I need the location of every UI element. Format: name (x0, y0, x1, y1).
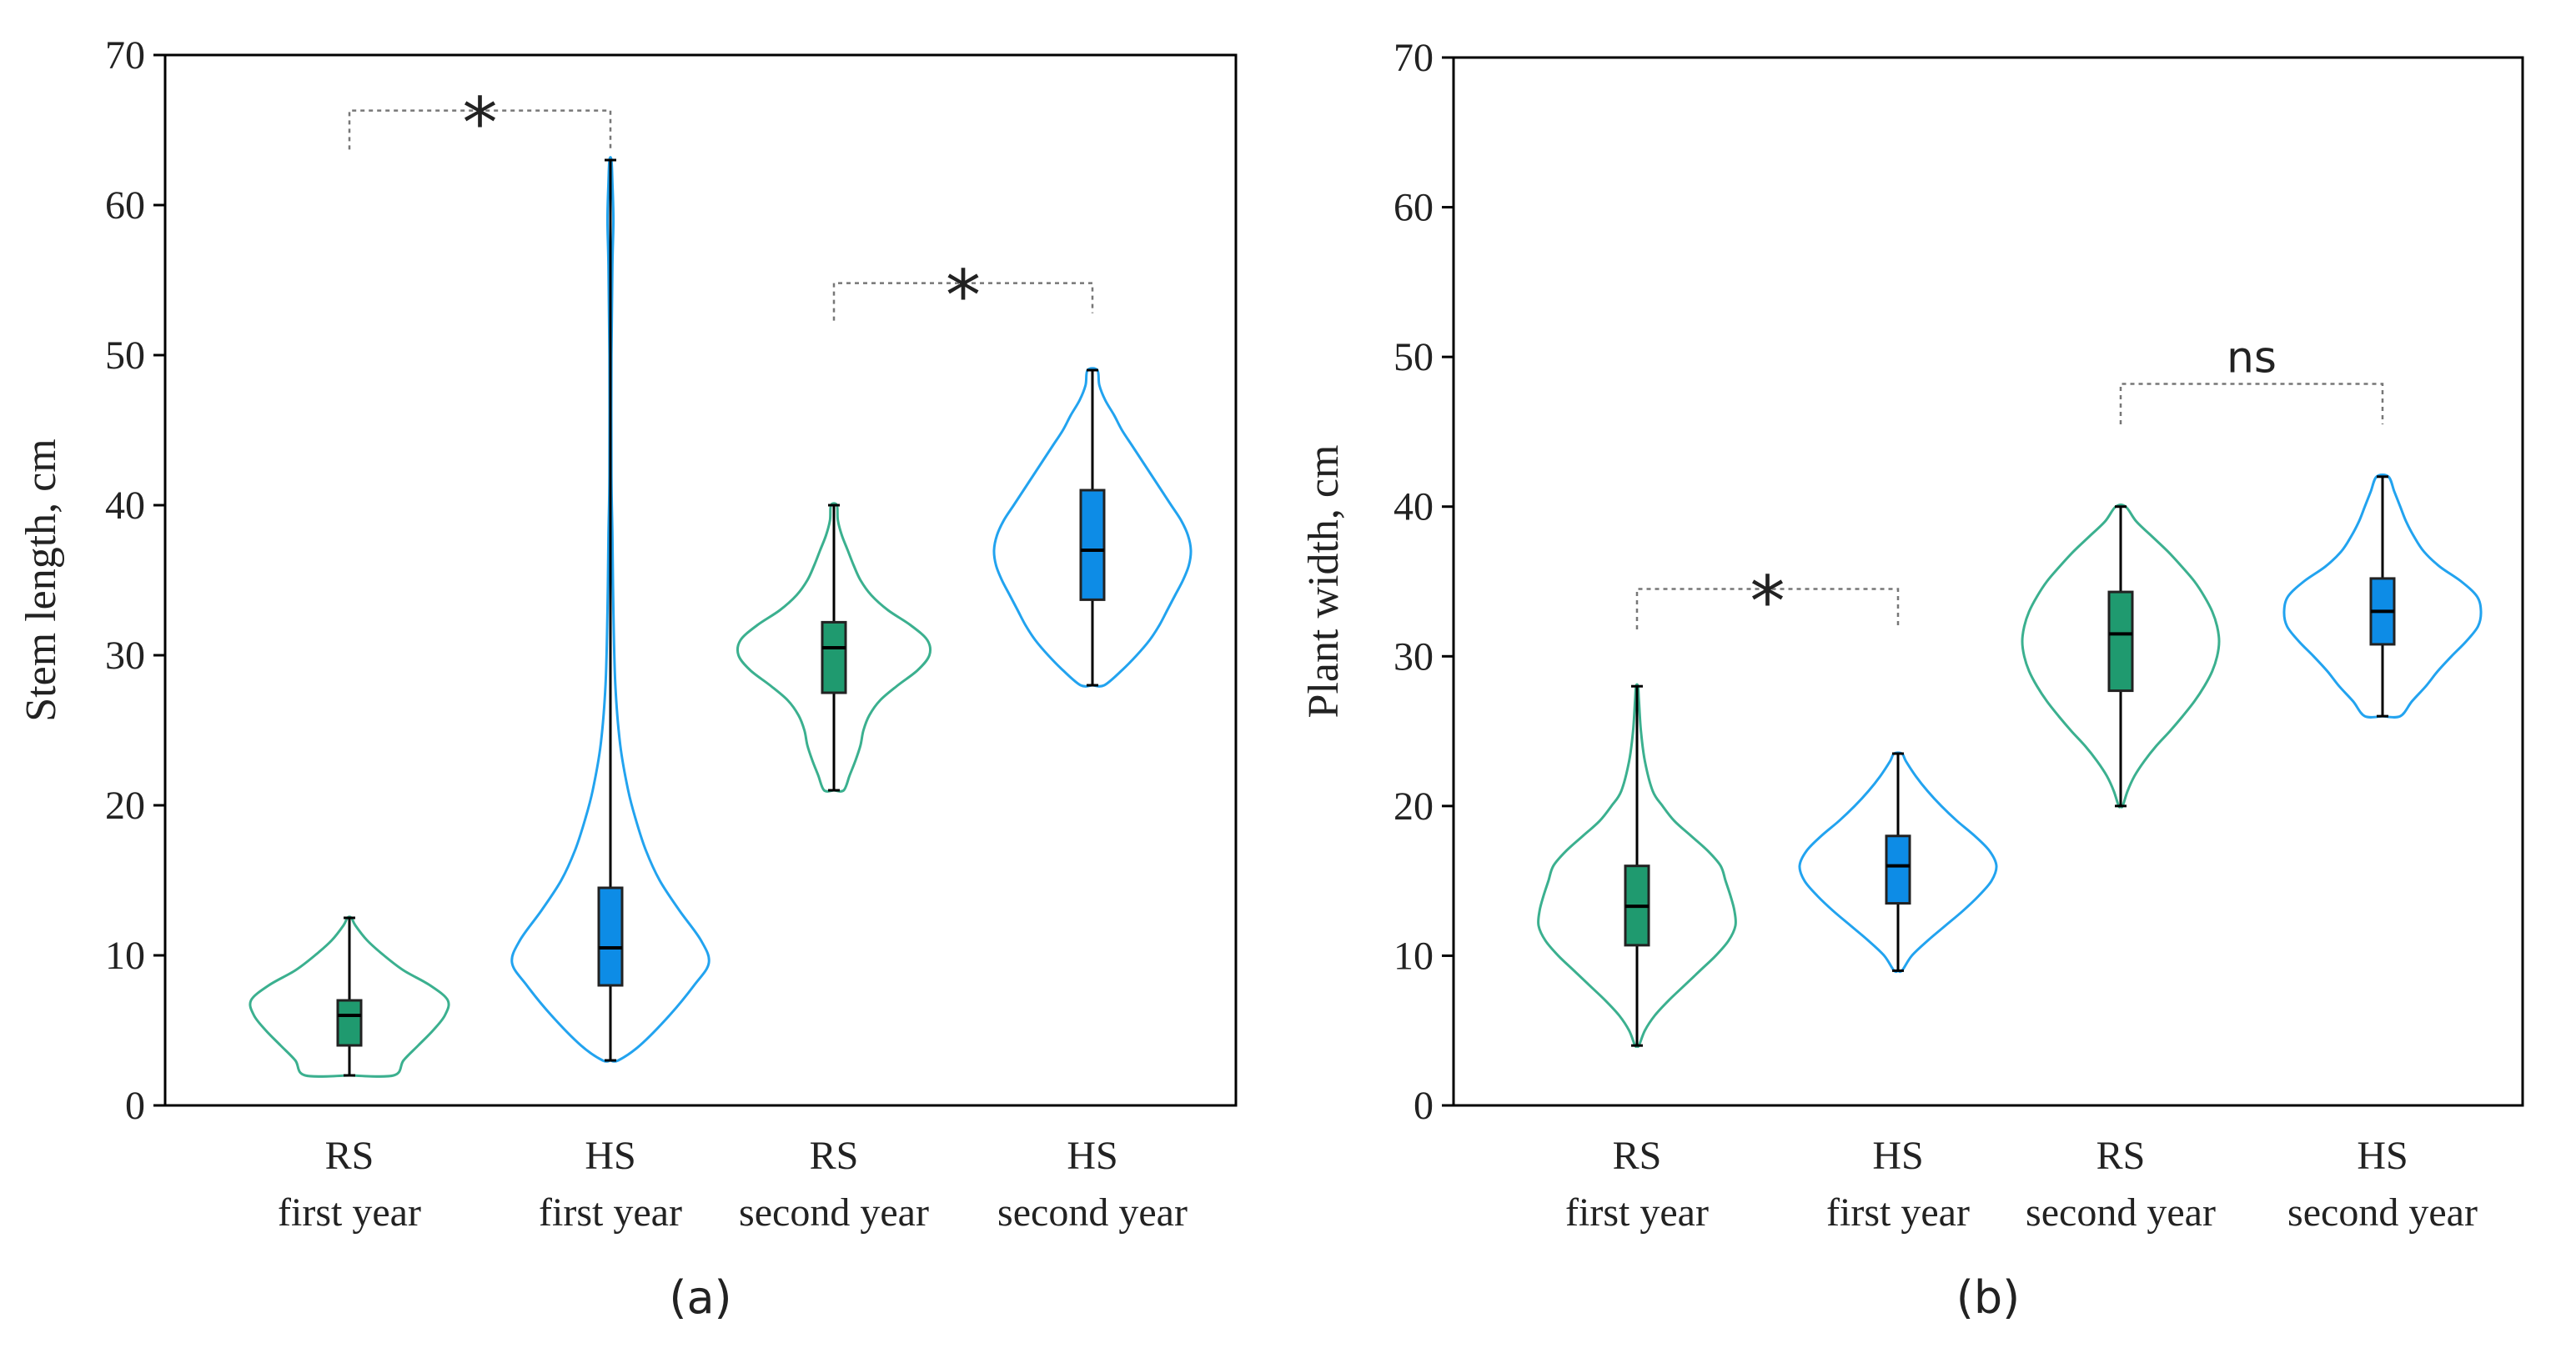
iqr-box (1885, 834, 1911, 905)
category-label-line1: HS (1872, 1134, 1923, 1178)
category-label-line1: HS (1067, 1134, 1117, 1178)
category-label-line1: HS (2357, 1134, 2408, 1178)
violin-outline (1537, 683, 1737, 1048)
significance-bracket (1635, 588, 1900, 629)
significance-bracket (348, 109, 612, 150)
y-axis-label: Stem length, cm (18, 438, 65, 721)
category-label-line2: first year (278, 1190, 421, 1235)
category-label-line1: RS (810, 1134, 859, 1178)
significance-ns: ns (2227, 333, 2277, 383)
iqr-box (336, 999, 363, 1047)
category-label-line1: HS (585, 1134, 635, 1178)
significance-star: * (463, 83, 498, 164)
category-label-line2: second year (739, 1190, 929, 1235)
category-label-line1: RS (325, 1134, 374, 1178)
y-tick-label: 70 (1393, 36, 1434, 80)
category-label-line1: RS (1613, 1134, 1662, 1178)
violin-outline (510, 156, 711, 1063)
category-label-line2: first year (1565, 1190, 1709, 1235)
significance-bracket (2119, 383, 2384, 424)
violin-outline (992, 367, 1193, 688)
category-label-line2: second year (2287, 1190, 2478, 1235)
category-label-line2: first year (1826, 1190, 1970, 1235)
panel-b: 0 10 20 30 40 50 60 70 Plant width, cm RS first ye… (1300, 36, 2524, 1324)
violin-outline (736, 502, 932, 793)
iqr-box (2107, 590, 2134, 693)
y-tick-label: 50 (1393, 335, 1434, 379)
y-tick-label: 40 (1393, 485, 1434, 529)
y-tick-label: 0 (1414, 1084, 1434, 1128)
y-tick-label: 60 (105, 183, 145, 228)
category-label-line1: RS (2096, 1134, 2146, 1178)
iqr-box (1079, 489, 1106, 601)
iqr-box (597, 886, 624, 987)
y-axis-label: Plant width, cm (1300, 445, 1348, 719)
y-tick-label: 10 (105, 934, 145, 978)
iqr-box (821, 620, 847, 694)
y-tick-label: 10 (1393, 934, 1434, 978)
y-tick-label: 30 (1393, 634, 1434, 679)
category-label-line2: first year (539, 1190, 682, 1235)
y-tick-label: 20 (105, 784, 145, 828)
y-tick-label: 20 (1393, 784, 1434, 829)
panel-label: (b) (1956, 1271, 2020, 1324)
category-label-line2: second year (2026, 1190, 2216, 1235)
y-tick-label: 60 (1393, 186, 1434, 230)
significance-star: * (946, 255, 981, 337)
y-tick-label: 0 (125, 1084, 145, 1128)
y-tick-label: 30 (105, 634, 145, 678)
panel-a: 0 10 20 30 40 50 60 70 Stem length, cm RS first ye… (18, 33, 1238, 1324)
y-tick-label: 70 (105, 33, 145, 78)
category-label-line2: second year (997, 1190, 1188, 1235)
y-tick-label: 40 (105, 484, 145, 528)
plot-frame (163, 53, 1238, 1107)
significance-star: * (1750, 560, 1785, 642)
panel-label: (a) (669, 1271, 731, 1324)
violin-outline (2021, 503, 2221, 809)
significance-bracket (832, 282, 1094, 321)
plot-frame (1452, 56, 2524, 1107)
violin-outline (2282, 474, 2483, 719)
y-tick-label: 50 (105, 333, 145, 378)
